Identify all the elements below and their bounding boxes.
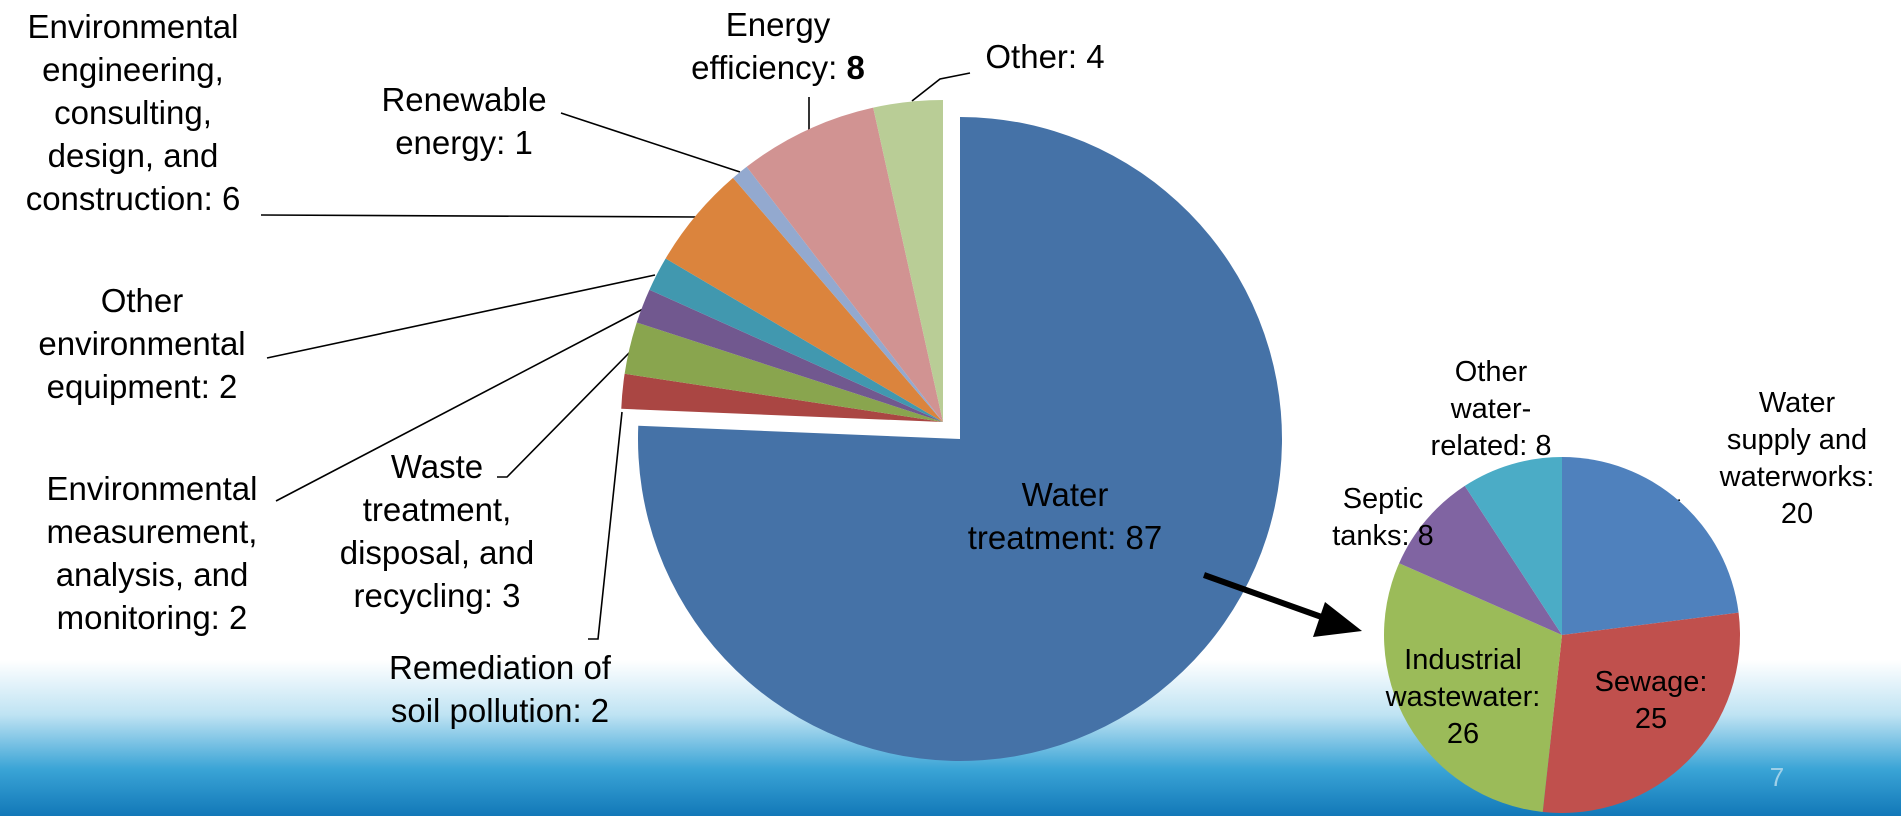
arrow-head [1313,602,1362,637]
slice-label: Other: 4 [985,38,1104,75]
chart: Watertreatment: 87Remediation ofsoil pol… [0,0,1901,816]
pie-slice [1562,457,1739,635]
slide: Watertreatment: 87Remediation ofsoil pol… [0,0,1901,816]
page-number: 7 [1770,762,1784,792]
